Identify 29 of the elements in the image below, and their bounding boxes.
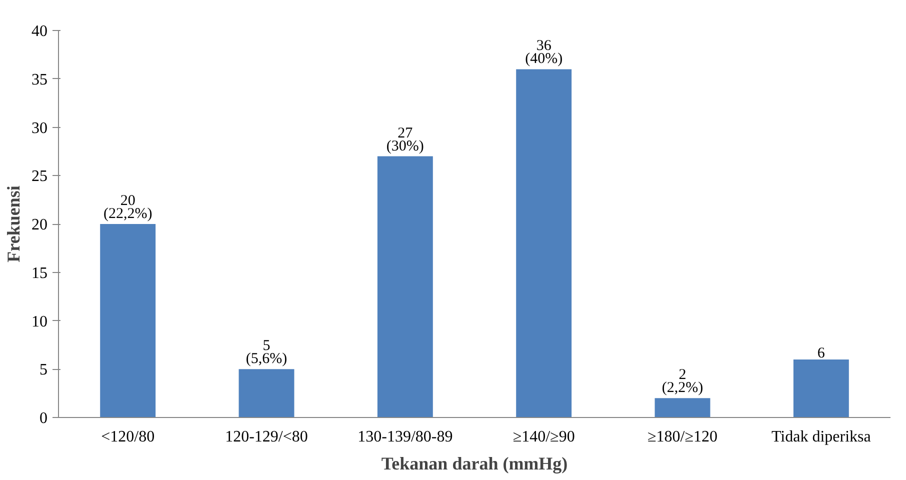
- y-tick-label: 35: [32, 71, 48, 88]
- bar: [100, 224, 156, 418]
- y-axis-title: Frekuensi: [4, 186, 24, 262]
- text: 5 (5,6%): [246, 338, 288, 368]
- y-tick-label: 0: [40, 410, 48, 427]
- y-tick-label: 40: [32, 23, 48, 40]
- bar: [793, 359, 849, 418]
- text: 36 (40%): [525, 38, 563, 68]
- x-tick-label: Tidak diperiksa: [771, 428, 871, 446]
- x-tick-label: 120-129/<80: [225, 428, 308, 446]
- x-tick-label: 130-139/80-89: [358, 428, 453, 446]
- bar: [654, 398, 710, 418]
- y-tick-label: 10: [32, 313, 48, 330]
- y-tick-label: 25: [32, 168, 48, 186]
- x-tick-label: ≥140/≥90: [512, 428, 575, 446]
- y-tick-label: 20: [32, 216, 48, 234]
- y-tick-label: 5: [40, 362, 48, 379]
- bar: [377, 156, 433, 418]
- x-tick-label: <120/80: [101, 428, 155, 446]
- bar: [238, 369, 294, 418]
- y-tick-label: 30: [32, 120, 48, 137]
- x-axis-title: Tekanan darah (mmHg): [381, 454, 568, 474]
- y-tick-label: 15: [32, 264, 48, 282]
- x-tick-label: ≥180/≥120: [647, 428, 718, 446]
- text: 27 (30%): [386, 125, 424, 154]
- text: 20 (22,2%): [103, 193, 152, 222]
- data-label: 6: [817, 345, 826, 362]
- text: 2 (2,2%): [662, 367, 704, 396]
- bar: [516, 69, 572, 418]
